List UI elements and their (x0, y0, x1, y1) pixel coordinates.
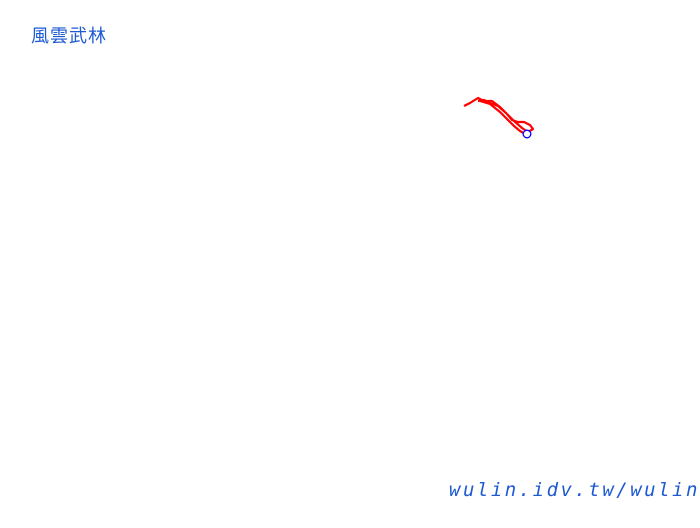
site-url: wulin.idv.tw/wulin5 (449, 479, 700, 501)
game-title: 風雲武林 (31, 26, 107, 47)
movement-track (463, 96, 535, 134)
player-position-marker[interactable] (522, 129, 532, 139)
movement-track-return (479, 99, 526, 135)
